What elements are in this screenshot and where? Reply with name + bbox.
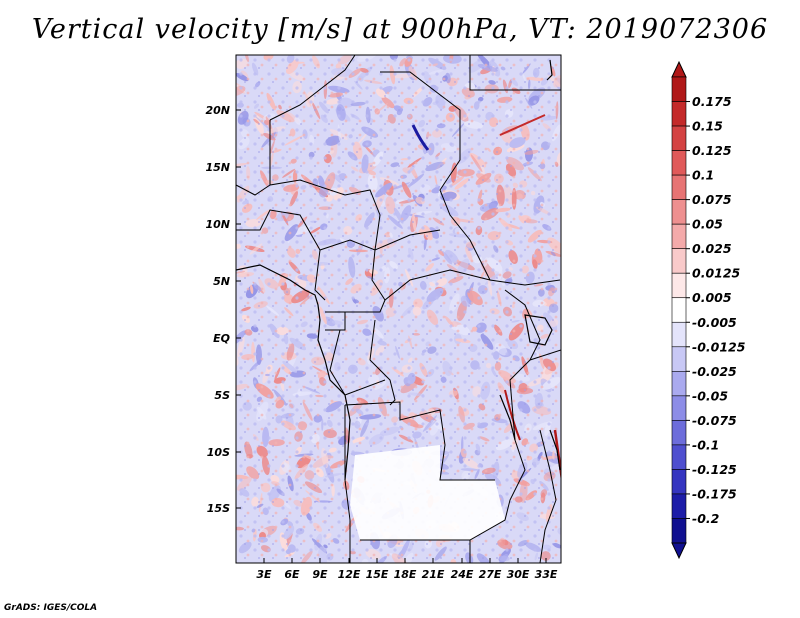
colorbar-swatch: [671, 321, 687, 348]
colorbar-label: -0.1: [692, 437, 719, 452]
colorbar-min-arrow: [671, 542, 687, 560]
lon-tick-label: 12E: [338, 568, 361, 581]
colorbar-swatch: [671, 272, 687, 299]
lat-tick-label: 10N: [205, 218, 230, 231]
colorbar-swatch: [671, 125, 687, 151]
colorbar: 0.175 0.15 0.125 0.1 0.075 0.05 0.025 0.0125 0.0…: [671, 60, 746, 560]
colorbar-swatch: [671, 150, 687, 176]
colorbar-swatch: [671, 395, 687, 421]
coastline: [236, 59, 561, 481]
colorbar-swatch: [671, 371, 687, 397]
lat-tick-label: 10S: [207, 446, 230, 459]
colorbar-label: -0.025: [692, 364, 737, 379]
lat-tick-label: 15N: [205, 161, 230, 174]
lon-tick-label: 30E: [507, 568, 530, 581]
map-frame: [235, 54, 562, 564]
colorbar-swatch: [671, 444, 687, 470]
colorbar-swatch: [671, 469, 687, 495]
lat-tick-label: EQ: [213, 332, 230, 345]
colorbar-label: -0.005: [692, 315, 737, 330]
colorbar-swatch: [671, 297, 687, 323]
colorbar-label: -0.175: [692, 486, 737, 501]
colorbar-swatch: [671, 174, 687, 200]
lat-tick-label: 15S: [207, 502, 230, 515]
longitude-axis: 3E 6E 9E 12E 15E 18E 21E 24E 27E 30E 33E: [256, 558, 558, 581]
colorbar-swatch: [671, 420, 687, 446]
colorbar-max-arrow: [671, 60, 687, 78]
colorbar-label: 0.15: [692, 119, 723, 134]
lon-tick-label: 21E: [422, 568, 445, 581]
colorbar-label: 0.075: [692, 192, 732, 207]
lat-tick-label: 5S: [214, 389, 230, 402]
colorbar-swatch: [671, 76, 687, 102]
lon-tick-label: 9E: [312, 568, 328, 581]
velocity-field: [236, 55, 561, 563]
lon-tick-label: 24E: [451, 568, 474, 581]
colorbar-label: -0.075: [692, 413, 737, 428]
lon-tick-label: 6E: [284, 568, 300, 581]
colorbar-swatch: [671, 518, 687, 544]
lon-tick-label: 3E: [256, 568, 272, 581]
colorbar-swatch: [671, 199, 687, 225]
colorbar-label: 0.05: [692, 217, 723, 232]
colorbar-label: -0.05: [692, 388, 728, 403]
lon-tick-label: 33E: [535, 568, 558, 581]
colorbar-swatch: [671, 248, 687, 274]
colorbar-label: -0.125: [692, 462, 737, 477]
colorbar-label: 0.125: [692, 143, 732, 158]
lat-tick-label: 5N: [213, 275, 230, 288]
colorbar-swatch: [671, 223, 687, 249]
colorbar-label: 0.005: [692, 290, 732, 305]
credit-text: GrADS: IGES/COLA: [4, 603, 98, 613]
lon-tick-label: 18E: [394, 568, 417, 581]
latitude-axis: 20N 15N 10N 5N EQ 5S 10S 15S: [205, 104, 241, 515]
lon-tick-label: 15E: [366, 568, 389, 581]
colorbar-label: 0.0125: [692, 266, 741, 281]
colorbar-swatch: [671, 346, 687, 372]
colorbar-label: 0.175: [692, 94, 732, 109]
map-title: Vertical velocity [m/s] at 900hPa, VT: 2…: [31, 14, 769, 45]
colorbar-label: 0.025: [692, 241, 732, 256]
colorbar-swatch: [671, 101, 687, 127]
country-borders: [236, 55, 561, 563]
colorbar-swatch: [671, 493, 687, 519]
colorbar-label: 0.1: [692, 168, 714, 183]
lat-tick-label: 20N: [205, 104, 230, 117]
colorbar-label: -0.0125: [692, 339, 746, 354]
colorbar-label: -0.2: [692, 511, 719, 526]
lon-tick-label: 27E: [479, 568, 502, 581]
